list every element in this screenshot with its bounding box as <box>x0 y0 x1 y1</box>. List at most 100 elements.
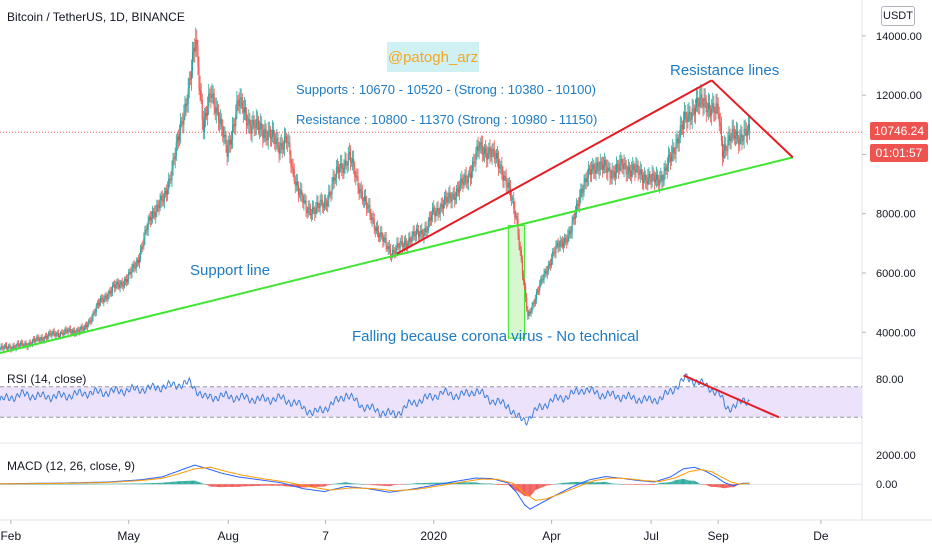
macd-histogram-bar <box>715 484 717 487</box>
candle-body <box>451 195 453 202</box>
candle-body <box>246 112 248 125</box>
candle-body <box>207 106 209 116</box>
macd-histogram-bar <box>260 484 262 486</box>
candle-body <box>215 107 217 114</box>
macd-histogram-bar <box>406 484 408 485</box>
candle-body <box>542 279 544 281</box>
macd-histogram-bar <box>537 484 539 490</box>
macd-histogram-bar <box>295 484 297 488</box>
macd-histogram-bar <box>710 484 712 487</box>
macd-histogram-bar <box>466 482 468 485</box>
candle-body <box>543 273 545 280</box>
macd-histogram-bar <box>240 484 242 487</box>
candle-body <box>98 302 101 305</box>
candle-body <box>133 264 135 268</box>
macd-histogram-bar <box>660 482 662 485</box>
candle-body <box>653 174 655 183</box>
candle-body <box>371 217 373 220</box>
candle-body <box>250 126 252 134</box>
candle-body <box>184 103 186 115</box>
candle-body <box>247 123 249 125</box>
macd-histogram-bar <box>428 482 430 485</box>
candle-body <box>155 212 157 217</box>
candle-body <box>148 216 150 222</box>
candle-body <box>578 204 580 206</box>
macd-histogram-bar <box>39 483 41 485</box>
candle-body <box>156 204 158 213</box>
candle-body <box>235 114 237 127</box>
macd-histogram-bar <box>51 483 53 485</box>
candle-body <box>360 189 362 192</box>
macd-histogram-bar <box>226 484 228 487</box>
candle-body <box>662 180 664 182</box>
candle-body <box>287 142 289 144</box>
macd-histogram-bar <box>620 484 622 485</box>
candle-body <box>345 160 347 166</box>
candle-body <box>361 191 363 201</box>
candle-body <box>646 180 648 185</box>
price-tick-label: 6000.00 <box>876 268 916 280</box>
candle-body <box>617 164 619 167</box>
macd-histogram-bar <box>716 484 718 488</box>
candle-body <box>639 169 641 175</box>
macd-histogram-bar <box>447 482 449 485</box>
candle-body <box>546 271 548 274</box>
macd-histogram-bar <box>261 484 263 486</box>
macd-histogram-bar <box>183 481 185 485</box>
macd-histogram-bar <box>197 481 199 485</box>
macd-histogram-bar <box>652 484 654 485</box>
candle-body <box>645 174 647 181</box>
candle-body <box>499 165 501 169</box>
candle-body <box>530 311 532 314</box>
candle-body <box>532 302 534 306</box>
macd-histogram-bar <box>206 484 208 485</box>
macd-histogram-bar <box>237 484 239 487</box>
macd-histogram-bar <box>91 483 93 485</box>
candle-body <box>109 290 111 294</box>
macd-histogram-bar <box>141 483 143 485</box>
candle-body <box>425 227 427 233</box>
macd-histogram-bar <box>564 482 566 485</box>
currency-button[interactable]: USDT <box>881 6 915 26</box>
macd-histogram-bar <box>62 483 64 485</box>
macd-histogram-bar <box>132 483 134 485</box>
candle-body <box>676 138 678 143</box>
candle-body <box>450 198 452 202</box>
candle-body <box>199 86 201 91</box>
candle-body <box>346 164 348 166</box>
candle-body <box>376 227 379 231</box>
macd-histogram-bar <box>719 484 721 488</box>
candle-body <box>255 119 257 129</box>
macd-histogram-bar <box>420 483 422 485</box>
macd-histogram-bar <box>422 483 424 485</box>
candle-body <box>254 127 256 129</box>
macd-histogram-bar <box>698 483 700 485</box>
candle-body <box>714 112 716 114</box>
macd-histogram-bar <box>58 483 60 485</box>
macd-histogram-bar <box>478 482 480 485</box>
candle-body <box>118 284 120 288</box>
macd-histogram-bar <box>584 481 586 485</box>
candle-body <box>41 337 43 340</box>
macd-histogram-bar <box>449 482 451 485</box>
candle-body <box>654 179 656 183</box>
candle-body <box>494 158 496 160</box>
candle-body <box>512 198 514 200</box>
candle-body <box>330 194 332 196</box>
candle-body <box>262 129 264 139</box>
macd-histogram-bar <box>692 480 694 485</box>
candle-body <box>552 251 554 260</box>
candle-body <box>460 178 462 186</box>
macd-histogram-bar <box>526 484 528 497</box>
macd-histogram-bar <box>458 482 460 485</box>
macd-histogram-bar <box>513 484 515 491</box>
candle-body <box>652 173 654 175</box>
macd-histogram-bar <box>329 484 331 485</box>
candle-body <box>295 181 297 186</box>
macd-histogram-bar <box>410 483 412 485</box>
macd-histogram-bar <box>543 484 545 487</box>
macd-histogram-bar <box>344 482 346 485</box>
candle-body <box>131 268 133 274</box>
macd-histogram-bar <box>573 482 575 485</box>
macd-histogram-bar <box>223 484 225 488</box>
